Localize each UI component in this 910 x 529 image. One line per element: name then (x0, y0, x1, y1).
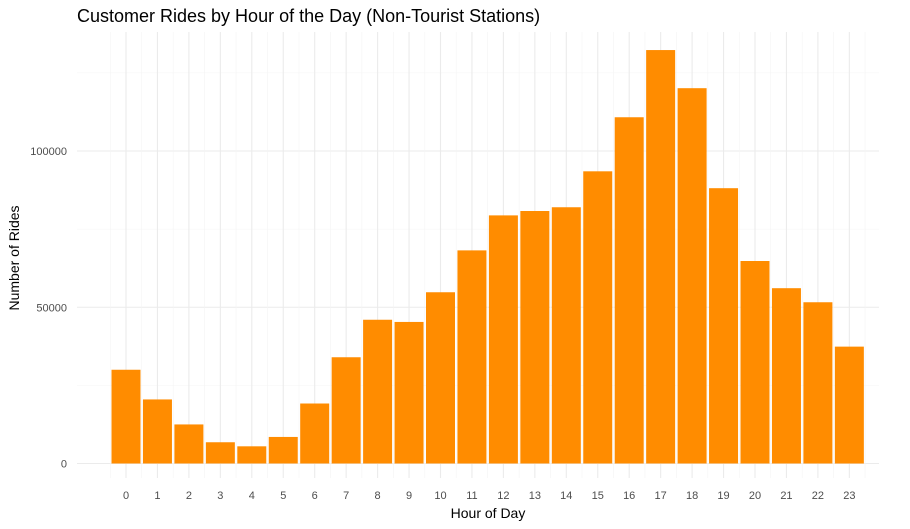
x-tick-label: 8 (375, 490, 381, 502)
bar-hour-15 (583, 171, 613, 464)
x-tick-label: 12 (497, 490, 509, 502)
bar-hour-6 (300, 403, 330, 464)
x-tick-label: 22 (812, 490, 824, 502)
x-tick-label: 14 (560, 490, 572, 502)
x-tick-label: 9 (406, 490, 412, 502)
y-tick-label: 50000 (36, 302, 67, 314)
x-tick-label: 13 (529, 490, 541, 502)
x-tick-label: 2 (186, 490, 192, 502)
x-tick-label: 18 (686, 490, 698, 502)
x-tick-label: 21 (780, 490, 792, 502)
y-tick-label: 0 (61, 459, 67, 471)
x-tick-label: 20 (749, 490, 761, 502)
bar-hour-10 (426, 292, 455, 464)
bar-hour-23 (834, 346, 864, 464)
x-tick-label: 15 (592, 490, 604, 502)
bar-hour-18 (677, 88, 707, 464)
bar-hour-13 (520, 211, 550, 464)
bar-hour-21 (771, 288, 801, 464)
x-tick-label: 10 (434, 490, 446, 502)
bar-hour-20 (740, 261, 770, 464)
x-tick-label: 1 (154, 490, 160, 502)
bar-hour-19 (709, 188, 739, 464)
bar-hour-14 (551, 207, 581, 464)
x-axis-title: Hour of Day (451, 505, 526, 521)
bar-hour-8 (363, 319, 393, 464)
bar-hour-7 (331, 357, 361, 464)
x-tick-label: 4 (249, 490, 255, 502)
y-tick-label: 100000 (30, 146, 67, 158)
bar-hour-3 (205, 442, 235, 464)
bar-hour-12 (488, 215, 518, 464)
x-tick-label: 5 (280, 490, 286, 502)
bar-hour-17 (646, 50, 676, 464)
y-axis-ticks: 0 50000 100000 (30, 146, 67, 471)
x-tick-label: 11 (466, 490, 477, 502)
bar-hour-16 (614, 117, 644, 464)
bars (111, 50, 864, 464)
x-tick-label: 19 (717, 490, 729, 502)
bar-hour-2 (174, 424, 204, 464)
x-tick-label: 6 (312, 490, 318, 502)
bar-hour-5 (268, 436, 298, 464)
x-axis-ticks: 0 1 2 3 4 5 6 7 8 9 10 11 12 13 14 15 16 17 18 19 20 21 22 23 (123, 490, 856, 502)
bar-hour-11 (457, 250, 487, 464)
x-tick-label: 23 (843, 490, 855, 502)
x-tick-label: 0 (123, 490, 129, 502)
x-tick-label: 16 (623, 490, 635, 502)
x-tick-label: 3 (217, 490, 223, 502)
bar-hour-4 (237, 446, 267, 464)
bar-hour-22 (803, 302, 833, 464)
x-tick-label: 7 (343, 490, 349, 502)
x-tick-label: 17 (655, 490, 667, 502)
chart-title: Customer Rides by Hour of the Day (Non-T… (77, 6, 540, 26)
bar-hour-1 (142, 399, 172, 464)
bar-hour-0 (111, 369, 141, 464)
bar-hour-9 (394, 321, 424, 464)
y-axis-title: Number of Rides (6, 205, 22, 310)
